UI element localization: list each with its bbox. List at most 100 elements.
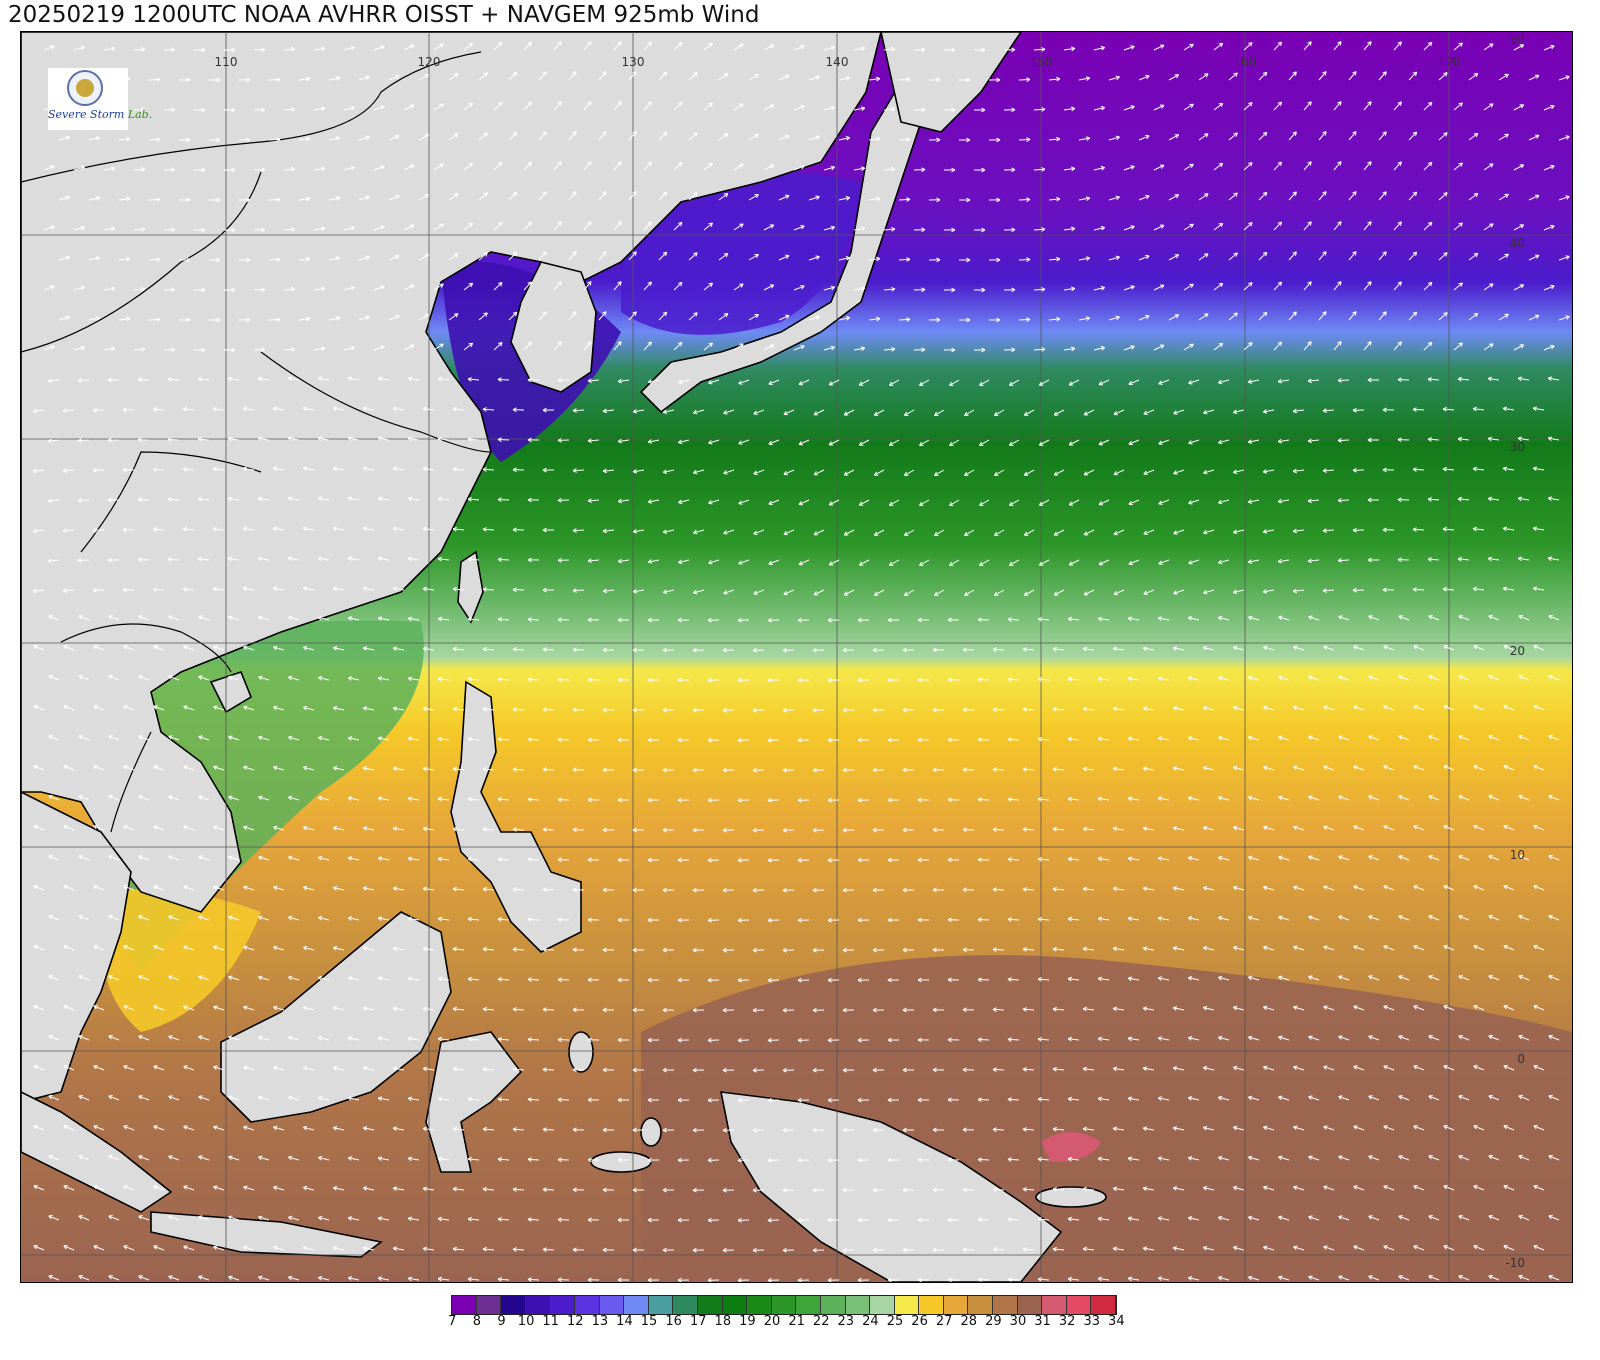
wind-arrow	[1153, 164, 1165, 171]
wind-arrow	[1243, 162, 1253, 171]
wind-arrow	[1138, 134, 1150, 141]
wind-arrow	[1033, 107, 1046, 112]
colorbar-swatch	[1066, 1296, 1092, 1314]
wind-arrow	[58, 135, 70, 141]
colorbar-label: 16	[665, 1314, 682, 1329]
wind-arrow	[1543, 164, 1555, 171]
wind-arrow	[628, 191, 637, 201]
latitude-label: -10	[1505, 1256, 1525, 1270]
wind-arrow	[1018, 77, 1031, 82]
wind-arrow	[103, 46, 116, 52]
wind-arrow	[1108, 75, 1120, 81]
wind-arrow	[898, 77, 911, 82]
wind-arrow	[838, 76, 851, 81]
wind-arrow	[718, 73, 729, 81]
sst-colorbar	[451, 1295, 1118, 1315]
wind-arrow	[58, 195, 70, 201]
colorbar-label: 27	[935, 1314, 953, 1329]
wind-arrow	[313, 166, 326, 172]
latitude-label: 50	[1510, 33, 1525, 47]
sst-wind-map[interactable]: 110 120 130 140 150 160 170 50 40 30 20 10 0 -10	[21, 32, 1572, 1282]
wind-arrow	[1423, 41, 1433, 51]
longitude-label: 130	[622, 55, 645, 69]
wind-arrow	[958, 137, 971, 143]
wind-arrow	[358, 75, 370, 81]
wind-arrow	[373, 165, 385, 171]
wind-arrow	[298, 76, 311, 82]
colorbar-label: 33	[1083, 1314, 1100, 1329]
wind-arrow	[808, 135, 820, 141]
wind-arrow	[703, 42, 714, 51]
wind-arrow	[1108, 135, 1120, 141]
wind-arrow	[973, 107, 986, 113]
wind-arrow	[1093, 105, 1106, 111]
wind-arrow	[1378, 131, 1387, 141]
wind-arrow	[1513, 164, 1525, 171]
wind-arrow	[1078, 76, 1091, 81]
colorbar-swatch	[845, 1296, 871, 1314]
map-panel[interactable]: 110 120 130 140 150 160 170 50 40 30 20 10 0 -10 Sev…	[20, 31, 1573, 1283]
latitude-label: 0	[1517, 1052, 1525, 1066]
wind-arrow	[1408, 131, 1418, 141]
wind-arrow	[283, 167, 296, 172]
wind-arrow	[43, 45, 55, 51]
wind-arrow	[1123, 165, 1135, 171]
wind-arrow	[703, 162, 714, 171]
wind-arrow	[163, 47, 176, 53]
wind-arrow	[583, 161, 592, 171]
wind-arrow	[73, 165, 85, 171]
wind-arrow	[643, 41, 652, 51]
wind-arrow	[1513, 44, 1525, 51]
wind-arrow	[1318, 71, 1327, 81]
wind-arrow	[1318, 191, 1327, 201]
wind-arrow	[958, 197, 971, 203]
wind-arrow	[403, 44, 415, 51]
wind-arrow	[268, 77, 281, 82]
wind-arrow	[883, 46, 896, 52]
wind-arrow	[988, 77, 1001, 83]
longitude-label: 110	[215, 55, 238, 69]
wind-arrow	[1333, 101, 1342, 111]
wind-arrow	[808, 195, 820, 201]
wind-arrow	[253, 47, 266, 53]
wind-arrow	[1018, 197, 1031, 202]
wind-arrow	[463, 162, 474, 171]
wind-arrow	[208, 137, 221, 143]
wind-arrow	[1528, 134, 1540, 141]
wind-arrow	[1483, 43, 1494, 51]
wind-arrow	[73, 45, 85, 51]
wind-arrow	[733, 43, 744, 51]
wind-arrow	[493, 162, 503, 171]
wind-arrow	[298, 136, 311, 142]
wind-arrow	[568, 71, 577, 81]
wind-arrow	[1078, 196, 1091, 201]
wind-arrow	[1438, 72, 1448, 81]
wind-arrow	[778, 194, 790, 201]
colorbar-label: 24	[862, 1314, 879, 1329]
wind-arrow	[583, 41, 592, 51]
wind-arrow	[193, 107, 206, 113]
colorbar-label: 7	[448, 1314, 457, 1329]
wind-arrow	[553, 161, 562, 171]
wind-arrow	[403, 104, 415, 111]
wind-arrow	[508, 131, 518, 141]
wind-arrow	[1138, 74, 1150, 81]
wind-arrow	[988, 197, 1001, 203]
wind-arrow	[433, 43, 444, 51]
wind-arrow	[553, 101, 562, 111]
wind-arrow	[1243, 102, 1253, 111]
wind-arrow	[1243, 42, 1253, 51]
wind-arrow	[388, 134, 400, 141]
colorbar-swatch	[1017, 1296, 1043, 1314]
wind-arrow	[1288, 71, 1297, 81]
wind-arrow	[1528, 74, 1540, 81]
wind-arrow	[913, 107, 926, 113]
wind-arrow	[148, 77, 161, 82]
colorbar-label: 28	[960, 1314, 978, 1329]
colorbar-label: 19	[739, 1314, 756, 1329]
wind-arrow	[703, 102, 714, 111]
wind-arrow	[343, 165, 356, 171]
wind-arrow	[1093, 165, 1106, 171]
wind-arrow	[238, 137, 251, 143]
wind-arrow	[748, 73, 759, 81]
